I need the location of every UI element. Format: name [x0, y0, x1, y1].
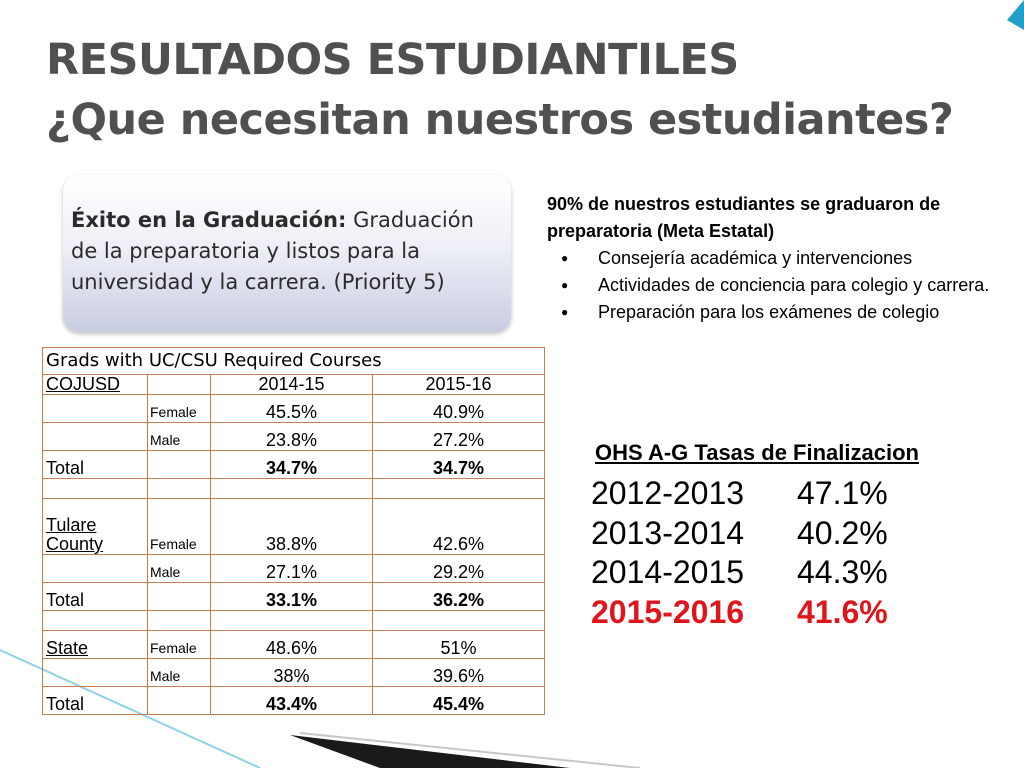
ag-rate-row: 2014-2015 44.3%	[591, 553, 888, 591]
table-cell: 48.6%	[210, 630, 373, 659]
table-spacer-row	[42, 478, 546, 499]
graduation-callout-box: Éxito en la Graduación: Graduación de la…	[63, 175, 511, 332]
gender-label: Female	[147, 630, 211, 659]
total-label: Total	[42, 450, 148, 479]
gender-label: Female	[147, 394, 211, 423]
table-cell: 27.2%	[371, 422, 546, 451]
ag-rate: 47.1%	[797, 475, 888, 511]
ag-rate: 44.3%	[797, 554, 888, 590]
table-row: Male 27.1% 29.2%	[42, 554, 546, 583]
table-row: Total 33.1% 36.2%	[42, 582, 546, 611]
year-header: 2015-16	[371, 374, 546, 395]
table-cell: 38%	[210, 658, 373, 687]
slide-title: RESULTADOS ESTUDIANTILES ¿Que necesitan …	[46, 30, 1006, 150]
ag-rate: 40.2%	[797, 515, 888, 551]
summary-lead: 90% de nuestros estudiantes se graduaron…	[547, 194, 941, 241]
title-line-2: ¿Que necesitan nuestros estudiantes?	[46, 95, 954, 145]
bottom-stripe-gray	[299, 732, 641, 768]
table-row: Total 34.7% 34.7%	[42, 450, 546, 479]
table-row: Female 45.5% 40.9%	[42, 394, 546, 423]
ag-rate-row-highlight: 2015-2016 41.6%	[591, 593, 888, 631]
ag-year: 2014-2015	[591, 554, 745, 590]
table-row: State Female 48.6% 51%	[42, 630, 546, 659]
table-header-row: Grads with UC/CSU Required Courses	[41, 347, 546, 375]
table-row: Male 23.8% 27.2%	[42, 422, 546, 451]
support-item: Preparación para los exámenes de colegio	[547, 299, 1007, 326]
grads-table: Grads with UC/CSU Required Courses COJUS…	[41, 347, 546, 715]
table-cell: 40.9%	[371, 394, 546, 423]
title-line-1: RESULTADOS ESTUDIANTILES	[46, 35, 739, 85]
table-row: Total 43.4% 45.4%	[42, 686, 546, 715]
table-row: COJUSD 2014-15 2015-16	[42, 374, 546, 395]
gender-label: Female	[147, 498, 211, 555]
gender-label: Male	[147, 422, 211, 451]
table-cell: 23.8%	[210, 422, 373, 451]
table-header: Grads with UC/CSU Required Courses	[41, 347, 546, 375]
table-spacer-row	[42, 610, 546, 631]
county-label-line: Tulare	[46, 515, 97, 535]
total-label: Total	[42, 686, 148, 715]
table-cell: 39.6%	[371, 658, 546, 687]
table-cell: 51%	[371, 630, 546, 659]
table-cell: 43.4%	[210, 686, 373, 715]
table-cell: 33.1%	[210, 582, 373, 611]
support-item: Actividades de conciencia para colegio y…	[547, 272, 1007, 299]
ag-year: 2015-2016	[591, 594, 745, 630]
ag-year: 2012-2013	[591, 475, 745, 511]
bottom-stripe-dark	[290, 735, 570, 768]
table-cell: 36.2%	[371, 582, 546, 611]
table-row: Tulare County Female 38.8% 42.6%	[42, 498, 546, 555]
graduation-summary: 90% de nuestros estudiantes se graduaron…	[547, 191, 1007, 326]
county-label: Tulare County	[42, 498, 148, 555]
district-label: COJUSD	[42, 374, 148, 395]
table-cell: 45.5%	[210, 394, 373, 423]
table-cell: 27.1%	[210, 554, 373, 583]
table-cell: 34.7%	[210, 450, 373, 479]
ag-rate: 41.6%	[797, 594, 888, 630]
callout-bold-label: Éxito en la Graduación:	[71, 208, 347, 232]
ag-rate-row: 2012-2013 47.1%	[591, 474, 888, 512]
corner-stripe-blue	[1007, 0, 1024, 30]
table-cell: 34.7%	[371, 450, 546, 479]
ag-rates-title: OHS A-G Tasas de Finalizacion	[595, 440, 919, 465]
gender-label: Male	[147, 658, 211, 687]
callout-body: Graduación de la preparatoria y listos p…	[71, 208, 474, 294]
callout-text: Éxito en la Graduación: Graduación de la…	[71, 205, 495, 298]
county-label-line: County	[46, 534, 104, 554]
support-item: Consejería académica y intervenciones	[547, 245, 1007, 272]
state-label: State	[42, 630, 148, 659]
ag-rate-row: 2013-2014 40.2%	[591, 514, 888, 552]
ag-year: 2013-2014	[591, 515, 745, 551]
table-row: Male 38% 39.6%	[42, 658, 546, 687]
table-cell: 38.8%	[210, 498, 373, 555]
gender-label: Male	[147, 554, 211, 583]
table-cell: 45.4%	[371, 686, 546, 715]
table-cell: 29.2%	[371, 554, 546, 583]
support-list: Consejería académica y intervenciones Ac…	[547, 245, 1007, 326]
total-label: Total	[42, 582, 148, 611]
year-header: 2014-15	[210, 374, 373, 395]
table-cell: 42.6%	[371, 498, 546, 555]
